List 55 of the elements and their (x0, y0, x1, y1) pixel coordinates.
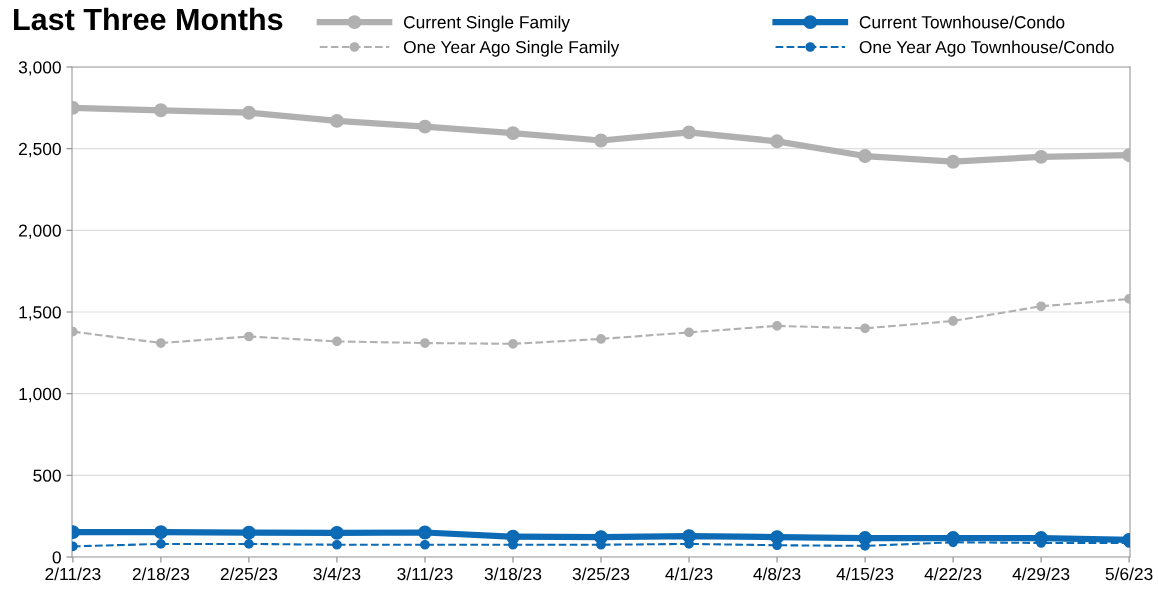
point (946, 154, 961, 169)
y-tick-label: 1,000 (19, 387, 61, 403)
y-tick-label: 0 (52, 551, 61, 564)
y-tick-label: 3,000 (18, 61, 61, 76)
point (244, 539, 254, 549)
point (329, 113, 344, 128)
point (244, 331, 254, 342)
y-tick-label: 2,500 (19, 142, 61, 158)
point (156, 539, 166, 549)
x-tick-label: 2/11/23 (45, 567, 101, 581)
point (772, 321, 782, 331)
point (241, 525, 256, 540)
point (332, 336, 342, 347)
legend-label: One Year Ago Single Family (403, 40, 620, 57)
x-tick-label: 4/22/23 (924, 567, 982, 581)
point (156, 338, 166, 348)
point (1036, 301, 1046, 312)
point (418, 119, 432, 134)
point (418, 525, 432, 540)
point (153, 103, 168, 118)
point (858, 149, 873, 163)
point (332, 539, 342, 550)
point (948, 316, 958, 326)
point (241, 105, 256, 120)
chart-title: Last Three Months (14, 7, 283, 31)
point (1034, 149, 1049, 164)
legend-label: Current Townhouse/Condo (859, 15, 1065, 29)
y-tick-label: 500 (33, 469, 61, 482)
x-tick-label: 4/15/23 (836, 567, 894, 581)
x-tick-label: 3/11/23 (397, 567, 453, 581)
point (860, 323, 870, 334)
point (420, 338, 430, 348)
x-tick-label: 3/25/23 (572, 567, 630, 581)
point (506, 126, 520, 141)
x-tick-label: 5/6/23 (1105, 567, 1153, 581)
point (684, 327, 694, 338)
x-tick-label: 4/1/23 (665, 567, 713, 581)
point (329, 525, 344, 540)
point (420, 539, 430, 550)
point (682, 125, 696, 140)
point (594, 133, 608, 148)
point (153, 525, 168, 540)
y-tick-label: 1,500 (19, 306, 61, 321)
x-tick-label: 2/18/23 (132, 567, 190, 581)
point (770, 134, 784, 149)
x-tick-label: 4/29/23 (1012, 567, 1070, 581)
x-tick-label: 3/18/23 (484, 567, 542, 581)
x-tick-label: 2/25/23 (220, 567, 278, 581)
legend-label: One Year Ago Townhouse/Condo (859, 40, 1114, 57)
point (508, 338, 518, 349)
point (596, 334, 606, 344)
x-tick-label: 4/8/23 (753, 567, 801, 581)
y-tick-label: 2,000 (19, 224, 61, 239)
legend-label: Current Single Family (403, 15, 570, 32)
x-tick-label: 3/4/23 (313, 567, 361, 581)
